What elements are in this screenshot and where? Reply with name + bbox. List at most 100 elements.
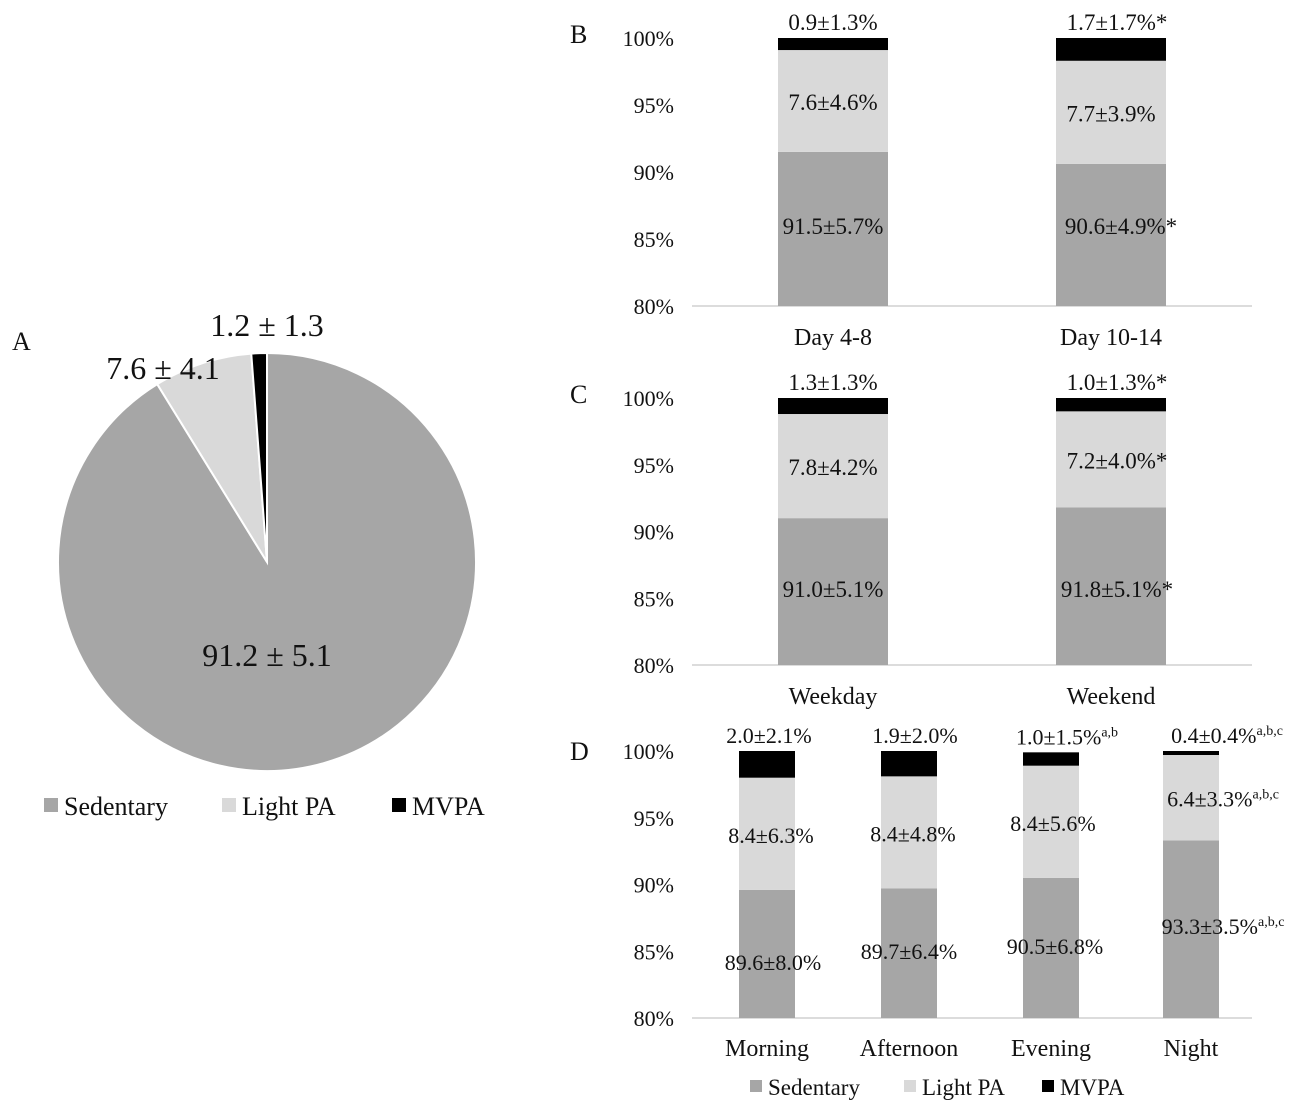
panel-d-ytick-85: 85% (634, 939, 674, 964)
panel-b-bar-day-4-8-mvpa (778, 38, 888, 51)
panel-c-ytick-95: 95% (634, 453, 674, 478)
panel-b-ytick-80: 80% (634, 294, 674, 319)
panel-d-label-evening-sedentary: 90.5±6.8% (1007, 934, 1103, 959)
panel-b-bar-day-4-8-light-pa (778, 50, 888, 152)
legend-label-light-pa: Light PA (242, 792, 336, 821)
panel-d-label-afternoon-light-pa: 8.4±4.8% (870, 821, 955, 846)
panel-c-bar-weekday-mvpa (778, 398, 888, 415)
panel-c-label-weekend-mvpa: 1.0±1.3%* (1067, 370, 1168, 395)
panel-d-label-night-mvpa: 0.4±0.4%a,b,c (1171, 723, 1283, 748)
panel-b-bar-day-10-14-mvpa (1056, 38, 1166, 61)
bar-legend-item-mvpa: MVPA (1042, 1075, 1125, 1100)
panel-c-ytick-80: 80% (634, 653, 674, 678)
pie-slice-mvpa (250, 351, 268, 563)
panel-d-category-night: Night (1164, 1036, 1219, 1062)
panel-d-ytick-95: 95% (634, 806, 674, 831)
bar-legend-swatch-mvpa (1042, 1080, 1054, 1092)
bar-legend: Sedentary Light PA MVPA (750, 1075, 1125, 1100)
panel-b-ytick-95: 95% (634, 93, 674, 118)
panel-d-bar-evening-mvpa (1023, 752, 1079, 766)
panel-b-label-day-10-14-mvpa: 1.7±1.7%* (1067, 10, 1168, 35)
panel-d-bar-morning-sedentary (739, 889, 795, 1018)
panel-c-ytick-85: 85% (634, 586, 674, 611)
panel-c-bar-chart: C 80% 85% 90% 95% 100% 91.0±5.1% 7.8±4.2% 1.3±1… (570, 370, 1252, 710)
panel-b-category-day-10-14: Day 10-14 (1060, 325, 1162, 351)
panel-d-bar-morning-mvpa (739, 751, 795, 778)
pie-label-light-pa: 7.6 ± 4.1 (106, 350, 220, 386)
pie-label-sedentary: 91.2 ± 5.1 (202, 637, 332, 673)
panel-d-label-evening-mvpa: 1.0±1.5%a,b (1016, 724, 1118, 749)
panel-b-bar-chart: B 80% 85% 90% 95% 100% 91.5±5.7% 7.6±4.6% 0.9±1… (570, 10, 1252, 351)
panel-d-bar-night-mvpa (1163, 751, 1219, 756)
panel-c-bar-weekend-mvpa (1056, 398, 1166, 412)
panel-d-ytick-100: 100% (623, 739, 674, 764)
panel-d-category-afternoon: Afternoon (860, 1036, 959, 1062)
panel-d-ytick-80: 80% (634, 1006, 674, 1031)
panel-c-label-weekday-light-pa: 7.8±4.2% (788, 455, 877, 480)
bar-legend-swatch-light-pa (904, 1080, 916, 1092)
panel-c-ytick-100: 100% (623, 386, 674, 411)
panel-d-label-morning-sedentary: 89.6±8.0% (725, 950, 821, 975)
pie-legend-item-mvpa: MVPA (392, 792, 485, 821)
pie-slice-light-pa (155, 352, 268, 563)
panel-d-category-morning: Morning (725, 1036, 809, 1062)
panel-c-bar-weekend-light-pa (1056, 411, 1166, 508)
panel-c-bar-weekend-sedentary (1056, 507, 1166, 665)
panel-d-bar-afternoon-light-pa (881, 776, 937, 889)
panel-b-label-day-4-8-light-pa: 7.6±4.6% (788, 90, 877, 115)
panel-d-label-night-sedentary: 93.3±3.5%a,b,c (1162, 914, 1285, 939)
panel-d-bar-night-sedentary (1163, 840, 1219, 1018)
panel-b-label-day-4-8-mvpa: 0.9±1.3% (788, 10, 877, 35)
panel-d-label-afternoon-sedentary: 89.7±6.4% (861, 939, 957, 964)
bar-legend-item-light-pa: Light PA (904, 1075, 1005, 1100)
panel-d-label-morning-light-pa: 8.4±6.3% (728, 823, 813, 848)
pie-legend: Sedentary Light PA MVPA (44, 792, 485, 821)
legend-label-mvpa: MVPA (412, 792, 485, 821)
bar-legend-item-sedentary: Sedentary (750, 1075, 860, 1100)
panel-b-label-day-10-14-light-pa: 7.7±3.9% (1066, 101, 1155, 126)
panel-b-label: B (570, 20, 587, 49)
panel-a-label: A (12, 327, 31, 356)
panel-c-label-weekend-light-pa: 7.2±4.0%* (1067, 448, 1168, 473)
panel-c-label-weekday-sedentary: 91.0±5.1% (783, 577, 884, 602)
panel-c-bar-weekday-sedentary (778, 518, 888, 665)
panel-d-bar-afternoon-sedentary (881, 888, 937, 1018)
panel-d-bar-morning-light-pa (739, 777, 795, 890)
panel-d-label: D (570, 737, 589, 766)
panel-d-bar-afternoon-mvpa (881, 751, 937, 777)
panel-c-label: C (570, 380, 587, 409)
bar-legend-label-light-pa: Light PA (922, 1075, 1005, 1100)
panel-d-bar-night-light-pa (1163, 755, 1219, 841)
legend-label-sedentary: Sedentary (64, 792, 168, 821)
panel-c-label-weekend-sedentary: 91.8±5.1%* (1061, 577, 1173, 602)
legend-swatch-sedentary (44, 798, 58, 812)
panel-b-ytick-85: 85% (634, 227, 674, 252)
panel-d-label-evening-light-pa: 8.4±5.6% (1010, 811, 1095, 836)
pie-legend-item-light-pa: Light PA (222, 792, 336, 821)
pie-label-mvpa: 1.2 ± 1.3 (210, 307, 324, 343)
panel-b-bar-day-10-14-light-pa (1056, 60, 1166, 164)
panel-c-bar-weekday-light-pa (778, 414, 888, 519)
panel-d-label-morning-mvpa: 2.0±2.1% (726, 723, 811, 748)
panel-b-label-day-10-14-sedentary: 90.6±4.9%* (1065, 214, 1177, 239)
panel-d-category-evening: Evening (1011, 1036, 1091, 1062)
panel-c-category-weekday: Weekday (789, 684, 878, 710)
legend-swatch-mvpa (392, 798, 406, 812)
pie-legend-item-sedentary: Sedentary (44, 792, 168, 821)
panel-c-label-weekday-mvpa: 1.3±1.3% (788, 370, 877, 395)
panel-b-ytick-90: 90% (634, 160, 674, 185)
panel-b-ytick-100: 100% (623, 26, 674, 51)
legend-swatch-light-pa (222, 798, 236, 812)
panel-d-bar-evening-light-pa (1023, 765, 1079, 878)
panel-d-bar-evening-sedentary (1023, 877, 1079, 1018)
panel-b-bar-day-10-14-sedentary (1056, 163, 1166, 306)
bar-legend-label-mvpa: MVPA (1060, 1075, 1125, 1100)
panel-d-bar-chart: D 80% 85% 90% 95% 100% 89.6±8.0% 8.4±6.3% 2.0±2… (570, 723, 1284, 1100)
panel-d-label-afternoon-mvpa: 1.9±2.0% (872, 723, 957, 748)
bar-legend-swatch-sedentary (750, 1080, 762, 1092)
panel-b-bar-day-4-8-sedentary (778, 151, 888, 306)
panel-a-pie-chart: A 91.2 ± 5.1 7.6 ± 4.1 1.2 ± 1.3 Sedentary… (12, 307, 485, 821)
panel-b-label-day-4-8-sedentary: 91.5±5.7% (783, 214, 884, 239)
panel-c-category-weekend: Weekend (1067, 684, 1156, 710)
